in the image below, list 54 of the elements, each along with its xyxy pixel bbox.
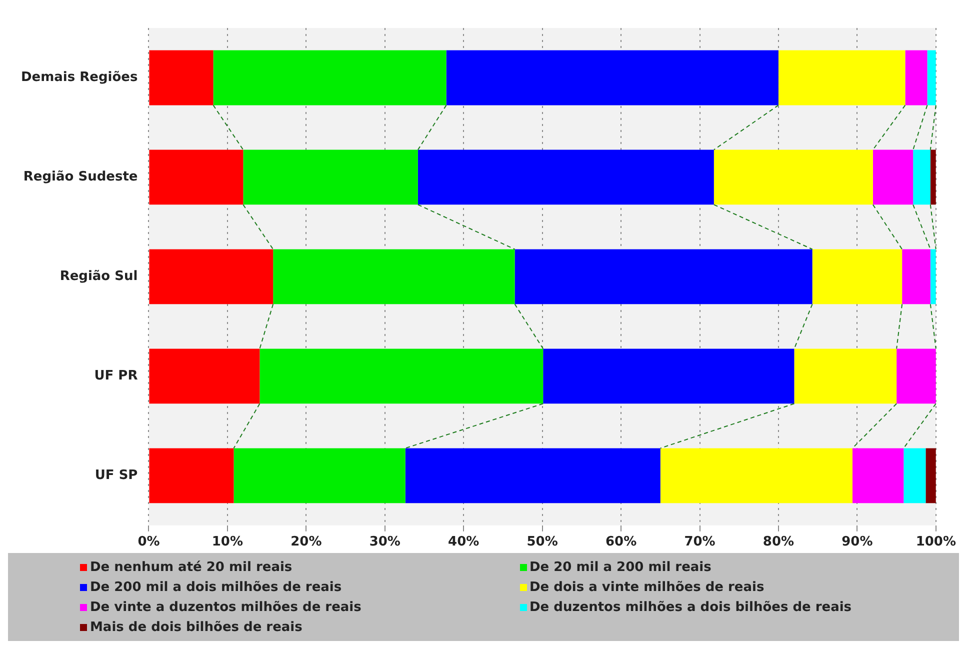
x-tick-label: 80% bbox=[762, 534, 794, 550]
bar bbox=[812, 249, 902, 304]
bar bbox=[260, 348, 544, 404]
x-tick-label: 0% bbox=[138, 534, 160, 550]
bar bbox=[852, 448, 904, 504]
bar bbox=[234, 448, 406, 504]
bar bbox=[418, 150, 714, 205]
bar bbox=[660, 448, 852, 504]
y-tick-label: Região Sul bbox=[60, 269, 138, 284]
x-tick-label: 10% bbox=[212, 534, 244, 550]
x-tick-label: 100% bbox=[916, 534, 956, 550]
y-tick-label: Região Sudeste bbox=[23, 170, 138, 185]
bar bbox=[930, 150, 936, 205]
bar bbox=[543, 348, 794, 404]
bar bbox=[904, 448, 926, 504]
x-tick-label: 40% bbox=[448, 534, 480, 550]
bar bbox=[446, 50, 778, 106]
x-tick-label: 30% bbox=[369, 534, 400, 550]
legend-label: De nenhum até 20 mil reais bbox=[90, 560, 292, 574]
legend-label: De dois a vinte milhões de reais bbox=[530, 580, 764, 594]
bar bbox=[149, 150, 244, 205]
bar bbox=[149, 448, 234, 504]
bar bbox=[405, 448, 660, 504]
legend-label: De vinte a duzentos milhões de reais bbox=[90, 600, 362, 614]
x-tick-label: 60% bbox=[605, 534, 637, 550]
legend-label: De duzentos milhões a dois bilhões de reais bbox=[530, 600, 852, 614]
bar bbox=[149, 50, 214, 106]
x-tick-label: 70% bbox=[684, 534, 716, 550]
legend-label: De 20 mil a 200 mil reais bbox=[530, 560, 712, 574]
legend-label: Mais de dois bilhões de reais bbox=[90, 620, 302, 634]
bar bbox=[902, 249, 930, 304]
y-tick-label: UF SP bbox=[94, 468, 138, 484]
bar bbox=[872, 150, 914, 205]
bar bbox=[213, 50, 446, 106]
bar bbox=[913, 150, 930, 205]
bar bbox=[714, 150, 873, 205]
x-tick-label: 50% bbox=[526, 534, 558, 550]
bar bbox=[273, 249, 515, 304]
y-tick-label: UF PR bbox=[94, 368, 138, 384]
x-tick-label: 20% bbox=[290, 534, 322, 550]
bar bbox=[149, 249, 274, 304]
bar bbox=[149, 348, 260, 404]
y-tick-label: Demais Regiões bbox=[20, 70, 138, 86]
bar bbox=[778, 50, 906, 106]
bar bbox=[905, 50, 928, 106]
bar bbox=[930, 249, 936, 304]
bar bbox=[794, 348, 897, 404]
bar bbox=[926, 448, 936, 504]
bar bbox=[514, 249, 812, 304]
bar bbox=[243, 150, 418, 205]
bar bbox=[927, 50, 936, 106]
x-tick-label: 90% bbox=[842, 534, 873, 550]
legend-label: De 200 mil a dois milhões de reais bbox=[90, 580, 342, 594]
bar bbox=[896, 348, 936, 404]
